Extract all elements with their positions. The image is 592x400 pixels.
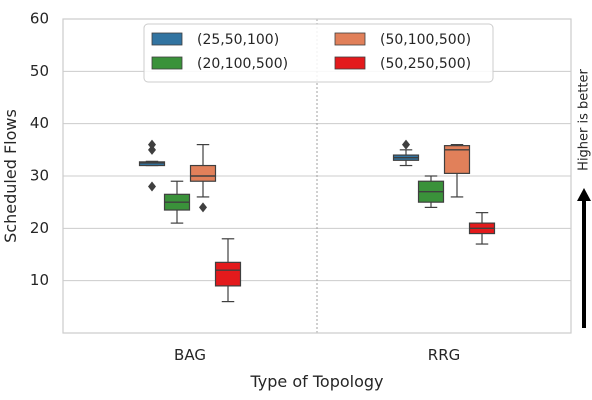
- legend: (25,50,100) (20,100,500) (50,100,500) (50,2…: [143, 23, 494, 83]
- outlier-marker: [148, 139, 156, 150]
- y-tick-label: 50: [30, 62, 49, 80]
- legend-label: (25,50,100): [197, 32, 279, 48]
- box-BAG-0: [138, 139, 166, 192]
- legend-label: (50,250,500): [380, 56, 471, 72]
- legend-label: (20,100,500): [197, 56, 288, 72]
- box-BAG-1: [163, 180, 191, 224]
- box-iqr: [214, 261, 242, 287]
- y-tick-labels: 10 20 30 40 50 60: [30, 10, 49, 290]
- legend-swatch: [334, 32, 366, 46]
- x-tick-labels: BAG RRG: [174, 346, 460, 364]
- box-iqr: [138, 161, 166, 167]
- annotation-text: Higher is better: [577, 69, 592, 171]
- higher-is-better-annotation: Higher is better: [577, 69, 592, 328]
- box-RRG-0: [392, 139, 420, 167]
- outlier-marker: [402, 139, 410, 150]
- y-tick-label: 60: [30, 10, 49, 28]
- up-arrow-head: [577, 188, 591, 201]
- outlier-marker: [199, 202, 207, 213]
- plot-frame: [62, 18, 572, 334]
- legend-swatch: [151, 56, 183, 70]
- legend-label: (50,100,500): [380, 32, 471, 48]
- y-tick-label: 20: [30, 219, 49, 237]
- y-tick-label: 30: [30, 167, 49, 185]
- y-tick-label: 10: [30, 271, 49, 289]
- x-axis-title: Type of Topology: [250, 372, 384, 391]
- legend-frame: [143, 23, 494, 83]
- box-iqr: [189, 164, 217, 182]
- box-RRG-1: [417, 175, 445, 208]
- box-BAG-2: [189, 144, 217, 213]
- box-RRG-3: [468, 212, 496, 245]
- x-tick-label: BAG: [174, 346, 206, 364]
- box-BAG-3: [214, 238, 242, 303]
- y-tick-label: 40: [30, 114, 49, 132]
- box-RRG-2: [443, 144, 471, 198]
- x-tick-label: RRG: [428, 346, 460, 364]
- outlier-marker: [148, 181, 156, 192]
- legend-swatch: [334, 56, 366, 70]
- boxes: [138, 139, 496, 303]
- outlier-marker: [148, 144, 156, 155]
- y-axis-title: Scheduled Flows: [1, 109, 20, 243]
- legend-swatch: [151, 32, 183, 46]
